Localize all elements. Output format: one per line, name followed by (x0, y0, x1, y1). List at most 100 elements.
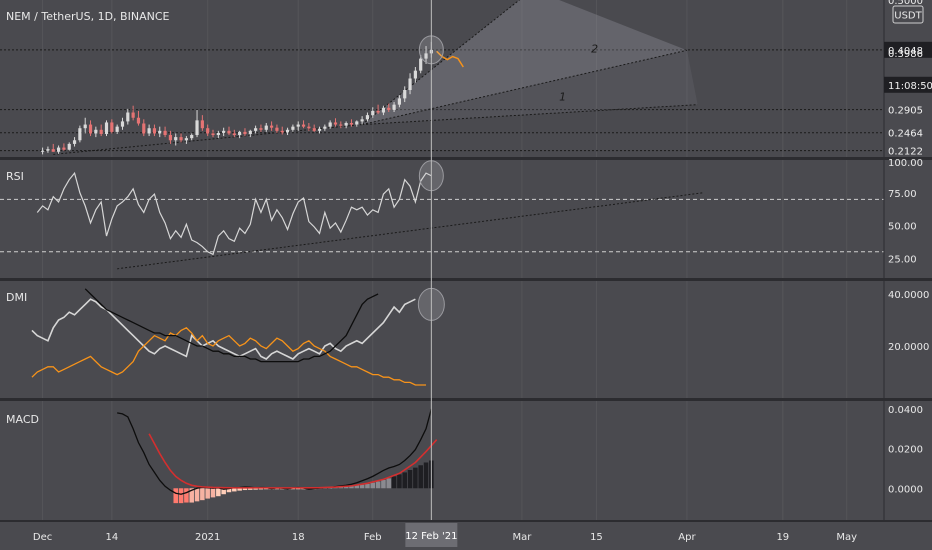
candle[interactable] (179, 133, 183, 143)
candle[interactable] (110, 119, 114, 134)
candle[interactable] (94, 126, 98, 138)
candle[interactable] (317, 126, 322, 134)
candle[interactable] (328, 120, 332, 129)
candle[interactable] (88, 120, 93, 137)
candle[interactable] (285, 127, 290, 136)
candle[interactable] (168, 130, 173, 144)
candle[interactable] (312, 124, 316, 132)
candle[interactable] (99, 124, 103, 137)
candle[interactable] (56, 145, 61, 154)
candle[interactable] (397, 95, 401, 108)
currency-badge[interactable]: USDT (892, 5, 924, 24)
candle[interactable] (344, 121, 348, 129)
candle[interactable] (200, 115, 204, 131)
candle[interactable] (387, 103, 391, 112)
time-label: Apr (678, 532, 696, 543)
candle[interactable] (419, 54, 423, 74)
candle[interactable] (78, 125, 82, 143)
candle[interactable] (174, 133, 178, 146)
candle[interactable] (195, 109, 199, 138)
candle[interactable] (131, 105, 135, 121)
candle[interactable] (424, 46, 428, 64)
candle[interactable] (222, 127, 226, 137)
candle[interactable] (238, 130, 242, 139)
candle[interactable] (323, 124, 327, 131)
candle[interactable] (147, 124, 151, 137)
candle[interactable] (349, 119, 354, 127)
candle[interactable] (104, 120, 109, 137)
candle[interactable] (301, 120, 306, 129)
candle[interactable] (72, 137, 77, 147)
candle[interactable] (333, 118, 338, 127)
candle[interactable] (408, 73, 412, 95)
candle[interactable] (280, 126, 284, 135)
candle[interactable] (41, 147, 45, 155)
candle[interactable] (184, 136, 188, 144)
candle[interactable] (152, 124, 157, 137)
candle[interactable] (248, 129, 252, 138)
candle[interactable] (307, 122, 311, 131)
candle[interactable] (142, 119, 146, 137)
candle[interactable] (227, 126, 231, 136)
candle[interactable] (115, 124, 119, 134)
candle[interactable] (126, 108, 130, 125)
pane-separator[interactable] (0, 398, 932, 401)
candle[interactable] (190, 133, 194, 141)
candle[interactable] (136, 110, 141, 126)
grid-lines (42, 0, 848, 520)
candle[interactable] (291, 124, 295, 132)
candle[interactable] (211, 129, 215, 138)
pane-separators[interactable] (0, 157, 932, 522)
time-axis[interactable]: Dec 14 2021 18 Feb Mar 15 Apr 19 May 12 Feb '21 (33, 523, 857, 547)
candle[interactable] (413, 66, 417, 83)
candle[interactable] (264, 122, 268, 132)
candle[interactable] (254, 125, 258, 134)
macd-histogram-bar (205, 488, 210, 499)
candle[interactable] (392, 102, 396, 112)
candle[interactable] (365, 112, 370, 122)
candle[interactable] (120, 117, 125, 130)
candle-body (72, 140, 77, 144)
rsi-trend-line[interactable] (117, 192, 704, 270)
fan-line[interactable] (362, 49, 688, 126)
candle[interactable] (269, 121, 274, 131)
macd-histogram-bar (226, 488, 232, 493)
fan-line[interactable] (362, 104, 698, 126)
candle-body (195, 120, 199, 136)
candle[interactable] (46, 146, 50, 153)
pane-title-dmi: DMI (6, 291, 27, 304)
candle[interactable] (376, 104, 380, 115)
pane-separator[interactable] (0, 278, 932, 281)
candle-body (83, 124, 87, 129)
rsi-pane[interactable]: RSI (0, 160, 884, 270)
fan-line[interactable] (361, 0, 532, 125)
candle[interactable] (339, 121, 343, 129)
candle[interactable] (67, 142, 71, 151)
candle[interactable] (360, 116, 364, 125)
candle[interactable] (232, 129, 236, 138)
dmi-plus-di-line (31, 298, 416, 360)
candle[interactable] (296, 121, 300, 131)
candle[interactable] (83, 117, 87, 134)
candle[interactable] (158, 126, 162, 138)
fan-label: 2 (591, 42, 598, 55)
candle[interactable] (206, 124, 210, 137)
candle[interactable] (216, 130, 220, 139)
candle[interactable] (62, 143, 66, 151)
candle[interactable] (275, 124, 279, 133)
candle[interactable] (403, 86, 407, 103)
candle[interactable] (381, 105, 386, 116)
candle[interactable] (259, 124, 263, 132)
macd-pane[interactable]: MACD (6, 408, 438, 504)
candle[interactable] (51, 143, 55, 152)
candle[interactable] (355, 120, 359, 127)
candle[interactable] (243, 128, 247, 137)
candle[interactable] (163, 126, 167, 138)
candle[interactable] (371, 107, 375, 118)
price-tick-label: 0.5000 (888, 0, 923, 7)
candle-body (147, 128, 151, 134)
pane-separator[interactable] (0, 157, 932, 160)
pane-tick-label: 0.0000 (888, 484, 923, 495)
